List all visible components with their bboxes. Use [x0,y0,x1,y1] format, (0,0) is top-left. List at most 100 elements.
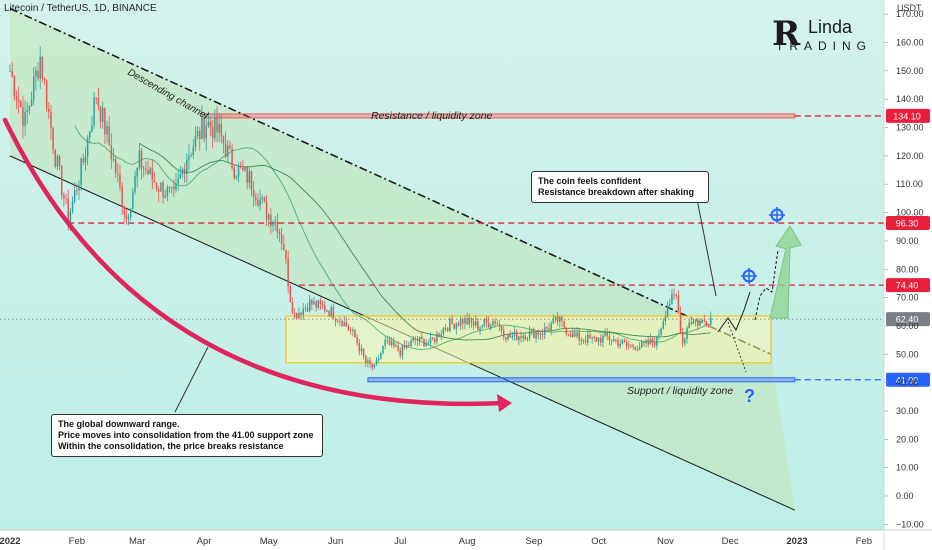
candle-body [533,329,535,339]
candle-body [679,312,682,334]
candle-body [671,293,673,304]
candle-body [214,116,216,139]
candle-body [263,197,266,202]
candle-body [412,338,414,341]
candle-body [494,321,496,324]
candle-body [319,300,322,304]
note-right[interactable]: The coin feels confident Resistance brea… [531,171,709,203]
candle-body [365,356,367,363]
y-axis[interactable]: 134.10 96.30 74.40 62.40 41.00 −10.00 0.00 10.0… [884,9,930,529]
candle-body [336,320,339,322]
resistance-line-badge-label: 134.10 [893,111,921,121]
candle-body [632,344,634,347]
note-right-pointer [696,198,717,297]
candle-body [539,333,542,335]
candle-body [205,125,207,139]
projection-down [727,321,747,373]
candle-body [502,330,505,338]
candle-body [170,186,173,188]
candle-body [82,158,85,163]
candle-body [93,97,95,126]
candle-body [388,339,391,345]
brand-logo: R Linda TRADING [772,14,872,60]
candle-body [267,214,270,220]
candle-body [265,201,268,220]
note-left[interactable]: The global downward range. Price moves i… [51,414,323,457]
candle-body [425,343,427,347]
y-tick-label: 60.00 [896,321,919,331]
candle-body [477,321,479,330]
x-tick-label: Nov [657,536,674,547]
support-line-badge-label: 41.00 [896,375,919,385]
candle-body [134,176,136,192]
candle-body [457,323,460,326]
level-9630-line-badge-label: 96.30 [896,219,919,229]
chart-title: Litecoin / TetherUS, 1D, BINANCE [4,3,157,14]
candle-body [367,360,369,363]
candle-body [397,345,399,351]
candle-body [552,318,555,324]
candle-body [509,334,511,338]
candle-body [481,325,483,328]
candle-body [37,70,39,79]
candle-body [621,340,624,345]
candle-body [224,143,227,157]
note-right-line-2: Resistance breakdown after shaking [538,187,695,197]
candle-body [97,97,100,107]
candle-body [76,190,78,192]
candle-body [341,321,343,327]
candle-body [183,168,186,175]
candle-body [246,167,248,183]
candle-body [32,76,35,101]
candle-body [207,121,210,126]
candle-body [399,350,402,356]
candle-body [252,190,255,198]
candle-body [117,173,119,175]
candle-body [280,234,283,244]
candle-body [26,110,29,112]
candle-body [630,344,632,346]
candle-body [153,179,156,183]
level-7440-line-badge [886,278,930,293]
candle-body [17,99,20,102]
red-curve-arrow [2,117,508,407]
candle-body [556,316,559,322]
candle-body [330,307,333,317]
x-tick-label: 2023 [786,536,807,547]
candle-body [142,168,145,170]
candlestick-series [9,46,712,371]
logo-sub: TRADING [776,39,872,53]
candle-body [293,312,296,314]
candle-body [433,338,436,342]
candle-body [705,320,708,325]
candle-body [11,71,13,77]
moving-average-60 [139,142,711,341]
candle-body [112,159,115,160]
candle-body [39,56,41,79]
candle-body [576,332,578,337]
candle-body [451,319,453,324]
candle-body [147,170,149,175]
candle-body [498,324,501,326]
candle-body [487,322,490,328]
resistance-zone-label: Resistance / liquidity zone [371,110,493,122]
candle-body [67,198,69,225]
candle-body [360,348,363,352]
candle-body [593,336,596,338]
candle-body [145,168,147,171]
candle-body [686,328,688,340]
candle-body [9,71,11,72]
candle-body [423,338,425,347]
candle-body [464,318,466,324]
candle-body [278,232,281,235]
candle-body [634,346,637,351]
candle-body [507,334,509,340]
candle-body [235,176,238,179]
candle-body [89,131,91,138]
candle-body [362,348,365,357]
candle-body [343,321,345,327]
level-7440-line-badge-label: 74.40 [896,281,919,291]
